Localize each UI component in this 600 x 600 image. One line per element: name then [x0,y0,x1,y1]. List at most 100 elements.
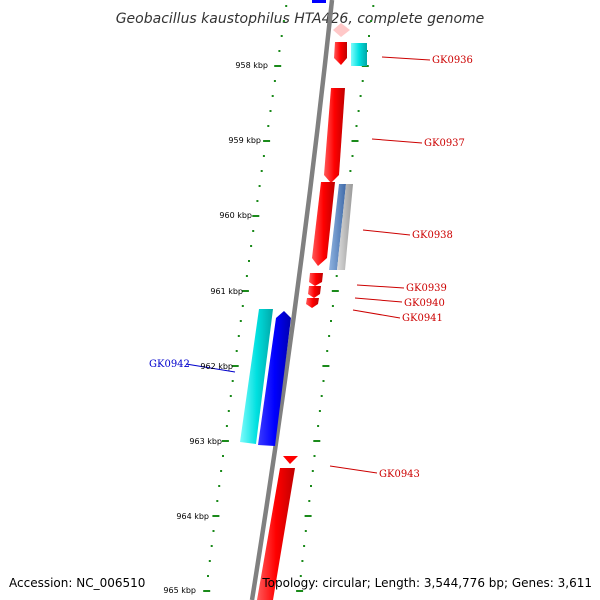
leader-GK0940 [354,297,403,303]
feature-marker[interactable] [333,23,350,37]
outer-tick [310,485,312,487]
accession-text: Accession: NC_006510 [9,576,145,590]
reverse-gene-fragment[interactable] [312,0,326,3]
inner-tick [229,395,232,397]
inner-tick [210,545,213,547]
gene-GK0943-start[interactable] [283,456,298,464]
outer-tick [304,530,307,532]
inner-tick [250,245,253,247]
gene-label-GK0942[interactable]: GK0942 [149,359,190,370]
outer-tick [361,80,364,82]
outer-tick [322,365,330,367]
gene-GK0936[interactable] [334,42,347,65]
scale-label: 959 kbp [228,136,261,145]
gene-label-GK0939[interactable]: GK0939 [406,283,447,294]
inner-tick [212,530,215,532]
inner-tick [252,230,255,232]
outer-tick [331,305,334,307]
inner-tick [258,185,261,187]
inner-tick [260,170,263,172]
scale-label: 961 kbp [210,287,243,296]
outer-tick [326,350,329,352]
gene-label-GK0938[interactable]: GK0938 [412,230,453,241]
inner-tick [218,485,221,487]
feature-GK0938-a[interactable] [329,184,346,270]
inner-tick [256,200,259,202]
gene-GK0937[interactable] [324,88,345,183]
gene-label-GK0937[interactable]: GK0937 [424,138,465,149]
inner-tick [262,155,265,157]
inner-tick [222,455,224,457]
outer-tick [303,545,306,547]
inner-tick [221,440,229,442]
outer-tick [301,560,304,562]
inner-tick [280,35,283,37]
scale-label: 964 kbp [176,512,209,521]
inner-tick [282,20,285,22]
outer-tick [304,515,312,517]
inner-tick [252,215,260,217]
gene-GK0938[interactable] [312,182,335,266]
outer-tick [351,140,359,142]
inner-tick [237,335,240,337]
outer-tick [322,380,325,382]
inner-tick [231,365,239,367]
inner-tick [269,110,272,112]
outer-tick [311,470,314,472]
inner-tick [241,305,244,307]
feature-GK0942-rna[interactable] [240,309,273,444]
inner-tick [220,470,223,472]
gene-GK0943[interactable] [257,468,295,600]
outer-tick [313,455,316,457]
outer-tick [368,35,370,37]
inner-tick [239,320,242,322]
inner-tick [274,65,282,67]
feature-GK0936-rna[interactable] [351,43,367,66]
outer-tick [355,125,358,127]
scale-label: 965 kbp [163,586,196,595]
gene-label-GK0936[interactable]: GK0936 [432,55,473,66]
gene-GK0940[interactable] [308,286,321,298]
outer-tick [331,290,339,292]
scale-label: 958 kbp [235,61,268,70]
leader-GK0941 [352,309,401,319]
gene-label-GK0943[interactable]: GK0943 [379,469,420,480]
gene-label-GK0940[interactable]: GK0940 [404,298,445,309]
inner-tick [231,380,234,382]
outer-tick [370,20,373,22]
outer-tick [317,425,320,427]
inner-tick [267,125,270,127]
leader-GK0936 [381,56,431,61]
inner-tick [263,140,271,142]
gene-GK0939[interactable] [309,273,323,286]
inner-tick [235,350,238,352]
gene-GK0941[interactable] [306,298,319,308]
inner-tick [273,80,276,82]
inner-tick [207,575,209,577]
outer-tick [357,110,360,112]
feature-GK0938-b[interactable] [337,184,353,270]
gene-label-GK0941[interactable]: GK0941 [402,313,443,324]
inner-tick [212,515,220,517]
inner-tick [203,590,211,592]
outer-tick [308,500,311,502]
genome-backbone [249,0,335,600]
gene-labels: GK0936 GK0937 GK0938 GK0939 GK0940 GK094… [149,55,473,480]
scale-labels: 958 kbp 959 kbp 960 kbp 961 kbp 962 kbp … [163,61,268,595]
scale-label: 960 kbp [219,211,252,220]
inner-tick [227,410,230,412]
gene-GK0942[interactable] [258,311,291,446]
outer-tick [320,395,323,397]
inner-tick [208,560,211,562]
map-title: Geobacillus kaustophilus HTA426, complet… [116,11,485,27]
inner-tick [216,500,219,502]
leader-GK0938 [362,229,411,236]
inner-tick [271,95,274,97]
inner-tick [225,425,228,427]
scale-label: 962 kbp [200,362,233,371]
inner-tick [245,275,248,277]
outer-tick [313,440,321,442]
leader-GK0942 [185,363,236,373]
